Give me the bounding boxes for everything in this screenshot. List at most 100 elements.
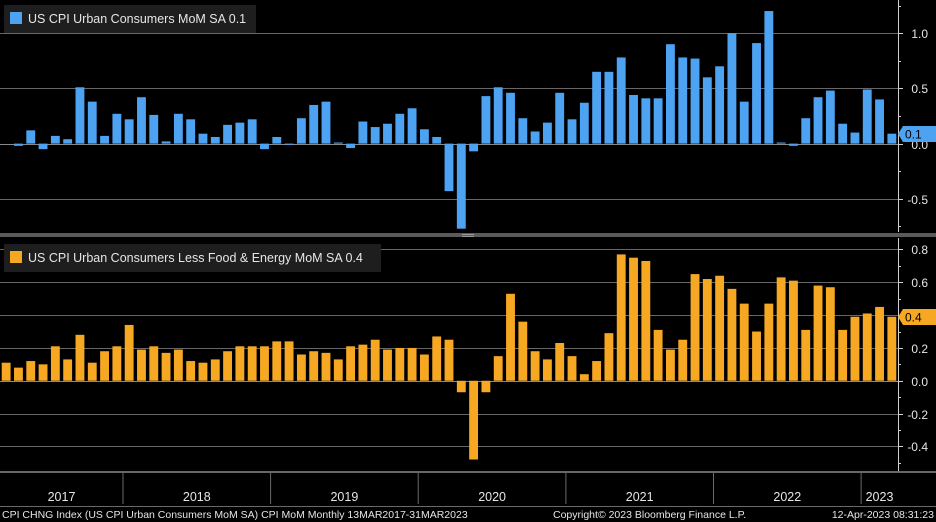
bar <box>653 329 663 381</box>
bar <box>629 95 638 144</box>
bar <box>235 346 245 381</box>
bar <box>321 352 331 381</box>
bar <box>715 275 725 381</box>
bar <box>63 139 73 144</box>
bar <box>506 92 515 144</box>
bar <box>555 92 565 144</box>
bar <box>739 101 749 144</box>
bar <box>407 108 417 144</box>
bar <box>75 334 85 381</box>
bar <box>272 136 282 144</box>
bar <box>592 71 602 144</box>
legend-label: US CPI Urban Consumers Less Food & Energ… <box>28 251 363 265</box>
bar <box>333 142 343 144</box>
bar <box>38 364 48 381</box>
last-value-tag: 0.4 <box>898 309 936 325</box>
bar <box>825 90 835 144</box>
bar <box>223 124 233 144</box>
bar <box>727 288 737 381</box>
bar <box>789 280 798 381</box>
bar <box>493 87 503 144</box>
bar <box>813 285 823 381</box>
y-tick-label: -0.5 <box>907 193 928 207</box>
y-tick-label: -0.2 <box>907 408 928 422</box>
bar <box>137 97 146 144</box>
bar <box>678 339 688 381</box>
bar <box>383 349 392 381</box>
divider-grip[interactable] <box>462 234 474 235</box>
bar <box>801 329 811 381</box>
bar <box>87 101 97 144</box>
bar <box>764 11 774 144</box>
bar <box>100 351 109 381</box>
bar <box>567 356 577 381</box>
bar <box>210 136 220 144</box>
bar <box>567 119 577 144</box>
y-axis: -0.50.00.51.0 <box>898 0 928 232</box>
bar <box>260 346 269 381</box>
bar <box>321 101 331 144</box>
bar <box>850 132 860 144</box>
bar <box>518 321 528 381</box>
bar <box>186 361 196 381</box>
divider-grip[interactable] <box>462 236 474 237</box>
bar <box>555 343 565 381</box>
bar <box>309 351 319 381</box>
bar <box>198 362 208 381</box>
bar <box>358 344 368 381</box>
bar <box>395 113 405 144</box>
bar <box>776 142 786 144</box>
bar-series <box>14 11 897 229</box>
bar <box>14 367 23 381</box>
y-tick-label: 0.2 <box>911 342 928 356</box>
bar <box>407 347 417 381</box>
legend-label: US CPI Urban Consumers MoM SA 0.1 <box>28 12 246 26</box>
bar <box>284 341 294 381</box>
year-label: 2023 <box>866 490 894 504</box>
bar <box>789 143 798 146</box>
bar <box>198 133 208 144</box>
year-label: 2020 <box>478 490 506 504</box>
bar <box>26 130 36 144</box>
bar <box>296 118 306 144</box>
bar <box>604 71 614 144</box>
y-axis: -0.4 -0.2 0.0 0.2 0.4 0.6 0.8 <box>898 238 928 471</box>
bar <box>862 89 872 144</box>
bar <box>629 257 638 381</box>
last-value-label: 0.1 <box>905 128 922 142</box>
bar <box>14 143 23 146</box>
bar <box>100 135 109 144</box>
bar <box>370 127 380 144</box>
bar <box>875 306 884 381</box>
bar <box>616 57 626 144</box>
last-value-tag-shape <box>898 309 936 325</box>
legend-swatch <box>10 251 22 263</box>
bar <box>579 102 589 144</box>
bar <box>161 141 171 144</box>
bar <box>358 121 368 144</box>
bar <box>235 122 245 144</box>
bar <box>87 362 97 381</box>
legend-box <box>4 5 256 33</box>
bar <box>542 359 552 381</box>
bar <box>309 104 319 144</box>
y-tick-label: 0.5 <box>911 82 928 96</box>
panel-headline-cpi: -0.50.00.51.0 US CPI Urban Consumers MoM… <box>0 0 936 232</box>
bar <box>63 359 73 381</box>
bar <box>801 118 811 144</box>
bar <box>38 143 48 150</box>
x-axis: 2017 2018 2019 2020 2021 2022 2023 <box>0 471 936 507</box>
bar <box>530 131 540 144</box>
bar <box>223 351 233 381</box>
y-tick-label: 0.8 <box>911 243 928 257</box>
bar <box>813 97 823 144</box>
bar <box>456 143 466 229</box>
bar <box>579 374 589 381</box>
bar <box>149 346 159 381</box>
bar <box>112 346 122 381</box>
bar <box>887 133 897 144</box>
last-value-tag-shape <box>898 126 936 142</box>
bar <box>333 359 343 381</box>
bar <box>149 114 159 144</box>
